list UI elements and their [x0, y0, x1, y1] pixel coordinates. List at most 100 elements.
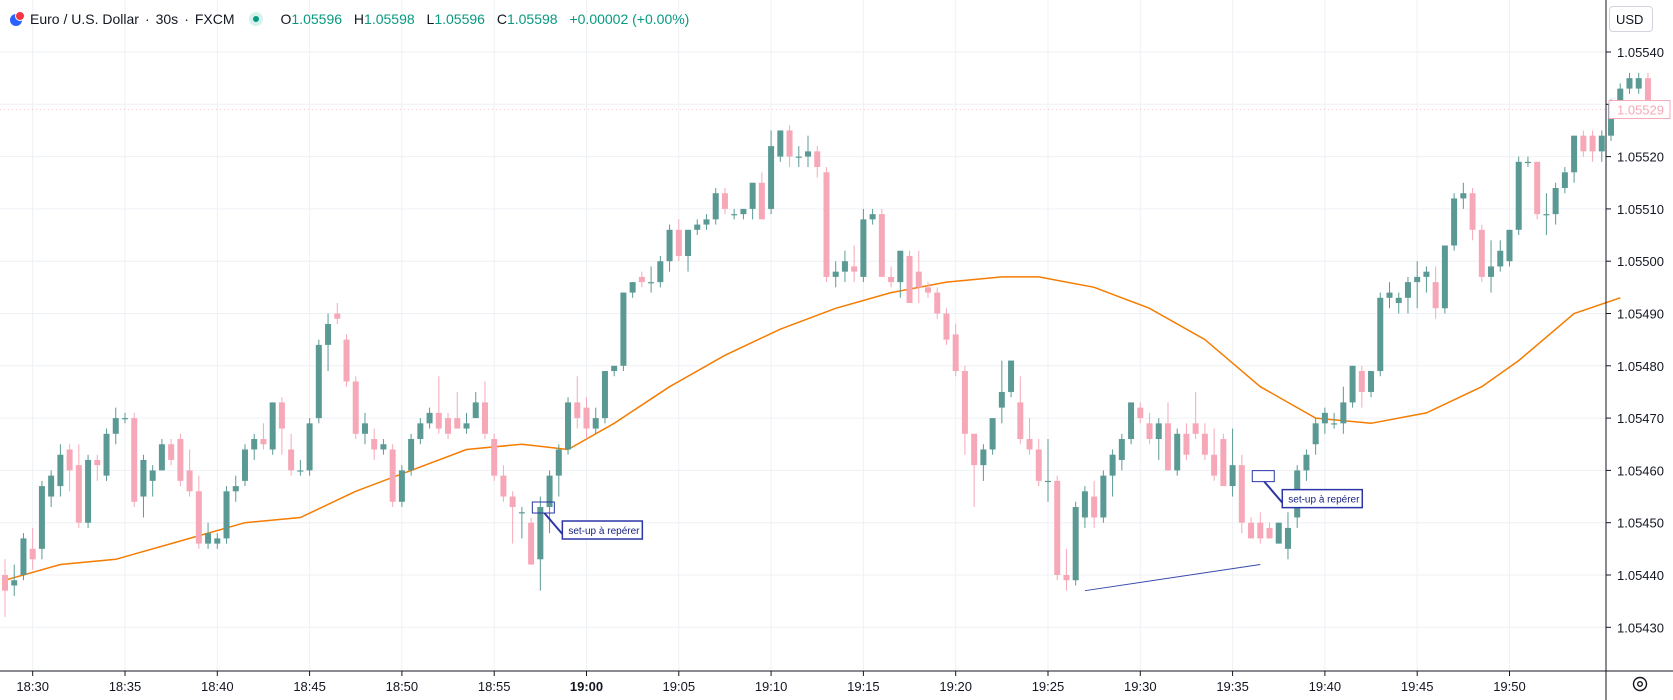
candle-body — [998, 391, 1005, 408]
candle — [648, 266, 655, 293]
x-tick-label: 19:30 — [1124, 679, 1157, 694]
candle-body — [1451, 198, 1458, 246]
candle-body — [445, 418, 452, 434]
candle — [814, 146, 821, 178]
candle-body — [1644, 78, 1651, 110]
candle — [325, 313, 332, 372]
candle — [980, 444, 987, 481]
candle — [1414, 261, 1421, 309]
candle-body — [1617, 88, 1624, 105]
candle-body — [795, 156, 802, 158]
candle-body — [371, 439, 378, 450]
currency-button[interactable]: USD — [1609, 6, 1653, 32]
market-open-dot-icon[interactable] — [248, 12, 263, 26]
candle — [1248, 517, 1255, 539]
candle-body — [343, 339, 350, 382]
open-value: 1.05596 — [291, 11, 343, 27]
candle — [57, 444, 64, 497]
candle-body — [94, 459, 101, 466]
candle-body — [786, 130, 793, 157]
candle-body — [1571, 135, 1578, 173]
candle-body — [1580, 135, 1587, 152]
candle-body — [1626, 78, 1633, 89]
candle — [1128, 402, 1135, 445]
candle — [1589, 130, 1596, 162]
candle-body — [1368, 371, 1375, 392]
candle-body — [1266, 527, 1273, 539]
gear-icon[interactable] — [1628, 672, 1652, 696]
x-tick-label: 19:00 — [570, 679, 603, 694]
candle-body — [989, 418, 996, 450]
candle — [731, 208, 738, 220]
candle-body — [75, 465, 82, 523]
candle-body — [278, 402, 285, 429]
x-tick-label: 19:40 — [1309, 679, 1342, 694]
candle — [417, 418, 424, 445]
candle — [1451, 193, 1458, 251]
candle — [620, 292, 627, 372]
candle-body — [509, 496, 516, 508]
y-tick-label: 1.05490 — [1617, 307, 1664, 322]
candle — [685, 229, 692, 272]
candle — [860, 208, 867, 283]
candle-body — [574, 402, 581, 419]
candle-body — [1146, 423, 1153, 440]
candle — [1100, 470, 1107, 523]
candle — [371, 428, 378, 460]
candle — [1257, 512, 1264, 544]
candle-body — [2, 575, 8, 591]
candle — [1238, 454, 1245, 534]
y-tick-label: 1.05460 — [1617, 463, 1664, 478]
candle-body — [1284, 527, 1291, 549]
candle — [555, 444, 562, 497]
candle — [1515, 156, 1522, 236]
candle — [629, 282, 636, 298]
eurusd-flag-icon[interactable] — [8, 11, 25, 27]
candle — [989, 418, 996, 455]
candle — [869, 208, 876, 225]
candle-body — [380, 444, 387, 450]
legend-separator: · — [144, 11, 150, 27]
candle-body — [1377, 297, 1384, 372]
candle-body — [158, 444, 165, 471]
legend-separator: · — [184, 11, 189, 27]
candle-body — [1220, 439, 1227, 487]
candle — [48, 470, 55, 508]
candle-body — [315, 344, 322, 419]
candle-body — [648, 282, 655, 284]
candle-body — [1035, 449, 1042, 481]
candle — [1109, 449, 1116, 497]
candle-body — [565, 402, 572, 450]
interval-label[interactable]: 30s — [155, 11, 179, 27]
candle — [445, 412, 452, 440]
candle-body — [1543, 214, 1550, 216]
candle-body — [537, 507, 544, 560]
candle — [768, 130, 775, 215]
candle-body — [131, 418, 138, 502]
candle — [1552, 182, 1559, 225]
candle-body — [1081, 491, 1088, 518]
candle-body — [1128, 402, 1135, 440]
candle — [334, 303, 341, 324]
candle-body — [814, 151, 821, 168]
symbol-name[interactable]: Euro / U.S. Dollar — [30, 11, 139, 27]
candle — [481, 381, 488, 440]
candle-body — [168, 444, 175, 460]
candle-body — [611, 365, 618, 372]
candle — [278, 397, 285, 455]
candle — [666, 224, 673, 272]
candle-body — [546, 475, 553, 508]
candle — [823, 167, 830, 283]
candle-body — [288, 449, 295, 471]
candle-body — [1054, 480, 1061, 575]
candle-body — [869, 214, 876, 220]
candle — [1543, 193, 1550, 236]
candle-body — [57, 454, 64, 487]
candle-body — [1497, 250, 1504, 267]
callout-label: set-up à repérer — [568, 526, 640, 537]
setup-annotation: set-up à repérer — [531, 501, 644, 540]
candle — [85, 454, 92, 528]
candle-body — [251, 439, 258, 450]
candle — [906, 250, 913, 304]
